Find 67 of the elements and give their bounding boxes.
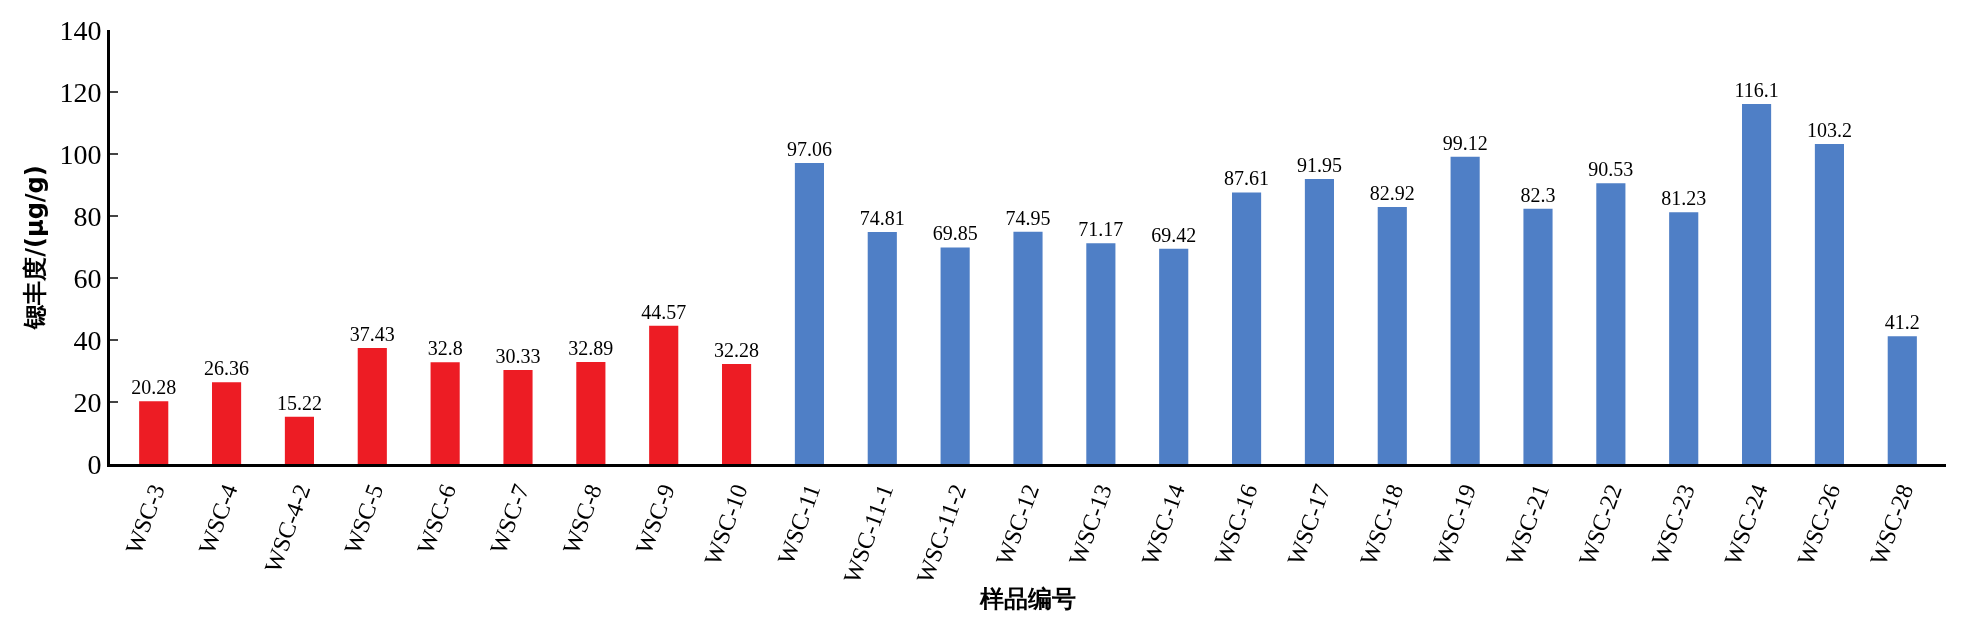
data-label: 103.2 [1806, 119, 1852, 142]
data-label: 74.81 [859, 207, 905, 230]
y-tick-label: 0 [87, 448, 102, 480]
bar [212, 382, 242, 464]
y-tick-label: 20 [73, 386, 102, 418]
bar [1232, 192, 1262, 464]
bar [1377, 206, 1407, 464]
bar [722, 363, 752, 464]
x-tick-label: WSC-9 [630, 480, 680, 558]
data-label: 116.1 [1734, 79, 1779, 102]
data-label: 32.89 [568, 337, 614, 360]
data-label: 87.61 [1224, 167, 1270, 190]
bar [1086, 243, 1116, 464]
data-label: 90.53 [1588, 158, 1634, 181]
data-label: 32.28 [714, 338, 760, 361]
bar [867, 232, 897, 464]
x-tick-label: WSC-7 [484, 480, 534, 558]
y-tick-label: 80 [73, 200, 102, 232]
bar [1523, 208, 1553, 464]
data-label: 82.3 [1520, 183, 1556, 206]
bar [1450, 156, 1480, 464]
data-label: 74.95 [1005, 206, 1051, 229]
data-label: 32.8 [427, 337, 463, 360]
x-tick-label: WSC-5 [339, 480, 389, 558]
bar [940, 247, 970, 464]
bar [1742, 104, 1772, 464]
bar [1159, 248, 1189, 464]
data-label: 37.43 [349, 322, 395, 345]
bar [503, 369, 533, 464]
x-tick-label: WSC-3 [120, 480, 170, 558]
x-tick-label: WSC-4 [193, 480, 243, 558]
y-axis-title: 锶丰度/(μg/g) [20, 165, 49, 330]
bar [794, 163, 824, 464]
data-label: 30.33 [495, 344, 541, 367]
bar [1669, 212, 1699, 464]
bar [1013, 231, 1043, 464]
bar [649, 325, 679, 464]
bar [357, 347, 387, 464]
data-label: 71.17 [1078, 218, 1124, 241]
y-tick-label: 120 [59, 76, 102, 108]
data-label: 69.85 [932, 222, 978, 245]
bar [1596, 183, 1626, 464]
data-label: 20.28 [131, 376, 177, 399]
y-tick-label: 60 [73, 262, 102, 294]
y-tick-label: 140 [59, 14, 102, 46]
data-label: 15.22 [276, 391, 322, 414]
bar [1814, 144, 1844, 464]
bar [576, 362, 606, 464]
y-tick-label: 40 [73, 324, 102, 356]
x-tick-label: WSC-6 [412, 480, 462, 558]
bar [1304, 178, 1334, 464]
x-axis-title: 样品编号 [979, 584, 1076, 613]
data-label: 82.92 [1369, 181, 1415, 204]
bar [284, 416, 314, 464]
x-tick-label: WSC-8 [557, 480, 607, 558]
data-label: 91.95 [1296, 153, 1342, 176]
data-label: 69.42 [1151, 223, 1197, 246]
bar [139, 401, 169, 464]
data-label: 99.12 [1442, 131, 1488, 154]
data-label: 41.2 [1884, 311, 1920, 334]
data-label: 97.06 [786, 138, 832, 161]
bar [430, 362, 460, 464]
bar [1887, 336, 1917, 464]
data-label: 26.36 [204, 357, 250, 380]
data-label: 81.23 [1661, 187, 1707, 210]
y-tick-label: 100 [59, 138, 102, 170]
data-label: 44.57 [641, 300, 687, 323]
